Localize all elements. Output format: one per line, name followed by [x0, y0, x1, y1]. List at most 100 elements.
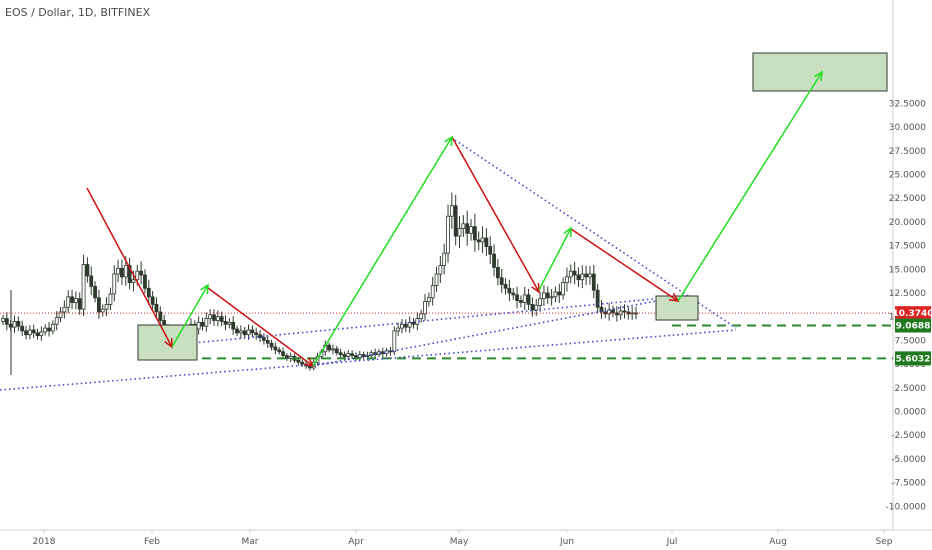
candle-body [331, 348, 335, 351]
candle-body [515, 294, 519, 301]
wave-arrow [207, 287, 315, 368]
price-label-bg [895, 306, 931, 321]
candle-body [120, 267, 124, 278]
candle [39, 326, 44, 341]
candle-body [104, 303, 109, 310]
candle-body [488, 246, 493, 255]
candle-body [588, 273, 592, 278]
y-tick-label: 22.5000 [889, 194, 926, 204]
candle-body [196, 321, 201, 330]
candle-body [58, 311, 63, 319]
candle [607, 302, 612, 321]
candle-body [12, 321, 17, 328]
candle [446, 204, 450, 263]
x-tick-label: Apr [348, 537, 364, 547]
candle [12, 315, 17, 333]
x-tick-label: Mar [242, 537, 259, 547]
candle-body [154, 303, 159, 313]
candle-body [81, 264, 86, 310]
candle [430, 276, 435, 306]
candle-body [553, 291, 558, 298]
candle [47, 322, 51, 337]
candle-body [403, 323, 408, 328]
candle [208, 309, 213, 325]
arrow-shaft [677, 71, 823, 302]
candle-body [242, 330, 247, 336]
candle [27, 325, 32, 340]
candle [77, 292, 82, 315]
candle [557, 283, 562, 304]
candle-body [204, 318, 209, 327]
candle [89, 266, 94, 296]
candle [426, 292, 431, 307]
candle [595, 283, 600, 313]
candle-body [231, 321, 236, 330]
x-tick-label: 2018 [33, 537, 56, 547]
candle-body [269, 342, 274, 348]
candle [526, 288, 531, 310]
candle-body [281, 351, 285, 356]
candle [599, 300, 604, 319]
candle-body [219, 316, 224, 322]
candle [472, 213, 477, 252]
x-axis: 2018 Feb Mar Apr May Jun Jul Aug Sep [33, 530, 893, 547]
candle [495, 259, 500, 286]
candle [484, 228, 489, 256]
candle [58, 306, 63, 323]
candle [618, 305, 623, 320]
candle [112, 265, 117, 302]
candle-body [519, 300, 523, 303]
candle-body [522, 294, 527, 303]
candle [50, 320, 55, 335]
candle-body [446, 215, 450, 254]
candle-body [626, 311, 631, 315]
candle-body [476, 239, 481, 243]
candle-body [561, 282, 566, 296]
candle-body [346, 353, 351, 357]
candle [154, 297, 159, 319]
candle-body [461, 223, 466, 229]
candle [346, 349, 351, 361]
candle [327, 342, 331, 353]
candle [212, 308, 216, 326]
candle-body [27, 329, 32, 336]
candle-body [93, 285, 97, 299]
candle [235, 325, 239, 337]
y-axis: 32.5000 30.0000 27.5000 25.0000 22.5000 20.00… [886, 99, 927, 512]
candle [545, 286, 550, 304]
candle [584, 265, 589, 286]
candle-body [384, 350, 389, 355]
y-tick-label: -10.0000 [886, 502, 927, 512]
candle-body [530, 303, 535, 311]
candle [354, 352, 358, 361]
y-tick-label: 27.5000 [889, 147, 926, 157]
candle [258, 329, 262, 343]
candle [231, 316, 236, 335]
candle-body [526, 294, 531, 305]
candle [127, 257, 132, 290]
candle-body [576, 274, 581, 281]
arrow-shaft [86, 187, 173, 348]
candle-body [549, 296, 554, 299]
y-tick-label: 20.0000 [889, 218, 926, 228]
y-tick-label: 12.5000 [889, 289, 926, 299]
candle-body [62, 306, 67, 313]
candle [522, 286, 527, 310]
candle-body [254, 332, 259, 336]
candle-body [423, 301, 427, 315]
candle [565, 267, 569, 292]
candle-body [342, 354, 347, 357]
candle [288, 352, 293, 363]
candle [511, 287, 516, 300]
candle [4, 312, 9, 331]
candle [200, 317, 205, 331]
candle [1, 314, 5, 325]
candle [626, 306, 631, 320]
candle [572, 261, 577, 285]
x-tick-label: Jun [559, 537, 574, 547]
candle-body [495, 267, 500, 279]
candle [542, 285, 546, 306]
y-tick-label: 32.5000 [889, 99, 926, 109]
price-label-bg [895, 351, 931, 366]
